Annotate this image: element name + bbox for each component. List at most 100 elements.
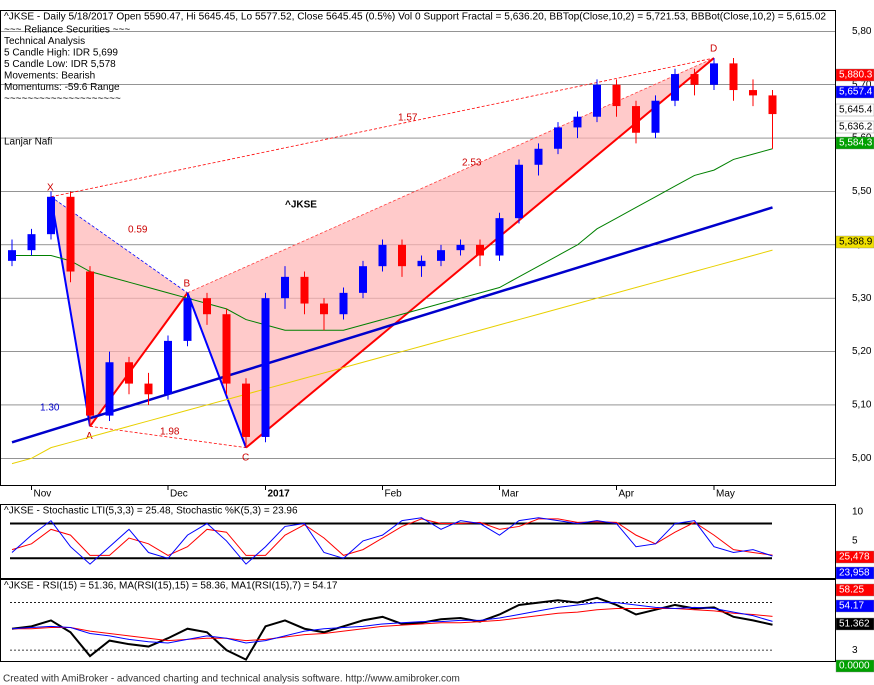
y-tick-label: 5,80 xyxy=(852,26,872,37)
y-tick-label: 5 xyxy=(852,536,858,547)
x-tick-label: Nov xyxy=(34,489,52,500)
y-tick-label: 5,00 xyxy=(852,453,872,464)
watermark: ^JKSE xyxy=(285,200,317,211)
note: 5 Candle High: IDR 5,699 xyxy=(4,48,118,59)
candle-body xyxy=(261,298,270,437)
rsi-panel xyxy=(0,579,836,662)
price-panel xyxy=(0,10,836,486)
candle-body xyxy=(27,234,36,251)
pattern-label: B xyxy=(184,279,191,290)
candle-body xyxy=(8,250,16,261)
note: Technical Analysis xyxy=(4,36,85,47)
x-tick-label: 2017 xyxy=(268,489,291,500)
candle-body xyxy=(47,196,55,235)
candle-body xyxy=(398,244,406,267)
note: ~~~~~~~~~~~~~~~~~~~~ xyxy=(4,94,121,105)
value-tag-label: 5,388.9 xyxy=(839,237,873,248)
note: Movements: Bearish xyxy=(4,71,95,82)
stochastic-panel xyxy=(0,504,836,579)
candle-body xyxy=(710,63,718,85)
rsi-title: ^JKSE - RSI(15) = 51.36, MA(RSI(15),15) … xyxy=(4,581,338,592)
rsi-line xyxy=(11,602,773,644)
candle-body xyxy=(476,244,484,256)
candle-body xyxy=(495,218,504,256)
pattern-leg xyxy=(50,196,91,427)
stochastic-title: ^JKSE - Stochastic LTI(5,3,3) = 25.48, S… xyxy=(4,506,298,517)
ratio-label: 2.53 xyxy=(462,158,482,169)
candle-body xyxy=(164,340,172,395)
candle-body xyxy=(359,266,367,293)
value-tag-label: 5,645.4 xyxy=(839,105,873,116)
x-tick-label: Mar xyxy=(502,489,520,500)
candle-body xyxy=(378,244,387,267)
ratio-label: 1.98 xyxy=(160,427,180,438)
rsi-line xyxy=(11,596,773,661)
note: 5 Candle Low: IDR 5,578 xyxy=(4,59,116,70)
candle-body xyxy=(125,362,133,384)
ratio-label: 0.59 xyxy=(128,225,148,236)
pattern-label: X xyxy=(47,182,54,193)
candle-body xyxy=(573,116,582,128)
footer: Created with AmiBroker - advanced charti… xyxy=(3,674,460,685)
candle-body xyxy=(222,314,231,384)
candle-body xyxy=(554,127,562,149)
x-tick-label: Apr xyxy=(619,489,635,500)
candle-body xyxy=(456,244,465,251)
note: ~~~ Reliance Securities ~~~ xyxy=(4,25,130,36)
ratio-label: 1.30 xyxy=(40,403,60,414)
pattern-fill xyxy=(51,196,188,427)
moving-average xyxy=(12,148,773,331)
y-tick-label: 3 xyxy=(852,645,858,656)
x-tick-label: Feb xyxy=(385,489,403,500)
value-tag-label: 58.25 xyxy=(839,585,864,596)
value-tag-label: 5,880.3 xyxy=(839,70,873,81)
candle-body xyxy=(593,84,601,117)
value-tag-label: 54.17 xyxy=(839,601,864,612)
candle-body xyxy=(105,362,114,416)
candle-body xyxy=(632,106,640,133)
x-tick-label: Dec xyxy=(170,489,188,500)
pattern-label: C xyxy=(242,452,249,463)
pattern-leg xyxy=(186,292,247,448)
value-tag-label: 5,636.2 xyxy=(839,122,873,133)
rsi-line xyxy=(12,608,773,642)
candle-body xyxy=(320,303,328,315)
pattern-label: A xyxy=(86,431,93,442)
pattern-dashed xyxy=(187,57,715,294)
candle-body xyxy=(417,260,426,267)
candle-body xyxy=(183,298,192,341)
candle-body xyxy=(281,276,289,299)
value-tag-label: 51.362 xyxy=(839,619,870,630)
value-tag-label: 0.0000 xyxy=(839,661,870,672)
candle-body xyxy=(612,84,621,107)
candle-body xyxy=(534,148,543,165)
candle-body xyxy=(749,90,757,96)
candle-body xyxy=(66,196,75,272)
candle-body xyxy=(768,95,777,115)
trendline xyxy=(11,206,773,444)
value-tag-label: 5,657.4 xyxy=(839,87,873,98)
candle-body xyxy=(437,250,445,261)
pattern-dashed xyxy=(50,57,715,198)
candle-body xyxy=(651,100,660,133)
value-tag-label: 25,478 xyxy=(839,552,870,563)
y-tick-label: 5,70 xyxy=(852,79,872,90)
candle-body xyxy=(144,383,153,395)
note: Lanjar Nafi xyxy=(4,137,52,148)
oscillator-line xyxy=(11,517,773,565)
note: Momentums: -59.6 Range xyxy=(4,82,120,93)
pattern-fill xyxy=(187,58,714,448)
candle-body xyxy=(86,271,94,416)
candle-body xyxy=(242,383,250,437)
candle-body xyxy=(339,292,348,315)
candle-body xyxy=(515,164,523,219)
candle-body xyxy=(671,74,679,101)
ratio-label: 1.57 xyxy=(398,113,418,124)
x-tick-label: May xyxy=(716,489,735,500)
candle-body xyxy=(203,298,211,315)
y-tick-label: 5,20 xyxy=(852,346,872,357)
y-tick-label: 10 xyxy=(852,507,864,518)
value-tag-label: 23,958 xyxy=(839,568,870,579)
pattern-label: D xyxy=(710,44,717,55)
